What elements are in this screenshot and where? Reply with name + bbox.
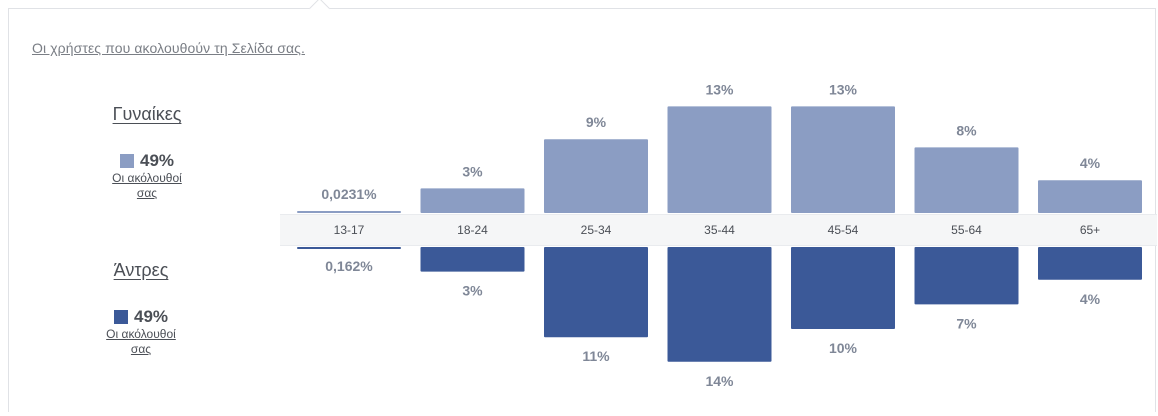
data-label-men: 14% [705,373,734,389]
legend-women: Γυναίκες 49% Οι ακόλουθοί σας [92,104,202,201]
x-tick-label: 13-17 [334,223,365,237]
data-label-men: 7% [956,315,977,331]
data-label-men: 3% [462,283,483,299]
data-label-women: 13% [705,81,734,97]
data-label-women: 9% [586,114,607,130]
data-label-men: 4% [1080,291,1101,307]
legend-men-row: 49% [86,307,196,327]
bar-women [1038,180,1142,213]
bar-men [1038,247,1142,280]
legend-men-percent: 49% [133,307,169,326]
bar-women [544,139,648,213]
bar-men [914,247,1019,305]
data-label-women: 0,0231% [321,186,377,202]
legend-men: Άντρες 49% Οι ακόλουθοί σας [86,260,196,357]
bar-women [791,106,895,213]
page-title[interactable]: Οι χρήστες που ακολουθούν τη Σελίδα σας. [32,40,305,56]
bar-women [297,211,401,213]
bar-men [297,247,401,249]
x-tick-label: 35-44 [704,223,735,237]
x-tick-label: 18-24 [457,223,488,237]
data-label-men: 11% [582,348,610,364]
bar-men [791,247,895,329]
legend-women-percent: 49% [139,151,175,170]
age-axis-band [280,214,1157,246]
bar-women [420,188,525,213]
x-tick-label: 45-54 [828,223,859,237]
legend-men-title[interactable]: Άντρες [113,260,169,280]
data-label-women: 8% [956,122,977,138]
x-tick-label: 25-34 [581,223,612,237]
data-label-men: 10% [829,340,858,356]
bar-women [667,106,772,213]
bar-men [420,247,525,272]
legend-women-title[interactable]: Γυναίκες [112,104,182,124]
legend-women-subtitle[interactable]: Οι ακόλουθοί σας [112,171,182,200]
data-label-men: 0,162% [325,258,373,274]
bar-men [667,247,772,362]
x-tick-label: 55-64 [951,223,982,237]
data-label-women: 3% [462,163,483,179]
data-label-women: 4% [1080,155,1101,171]
x-tick-label: 65+ [1080,223,1100,237]
data-label-women: 13% [829,81,858,97]
bar-men [544,247,648,338]
legend-women-swatch [119,154,134,168]
legend-men-subtitle[interactable]: Οι ακόλουθοί σας [106,327,176,356]
bar-women [914,147,1019,213]
legend-women-row: 49% [92,151,202,171]
legend-men-swatch [113,310,128,324]
